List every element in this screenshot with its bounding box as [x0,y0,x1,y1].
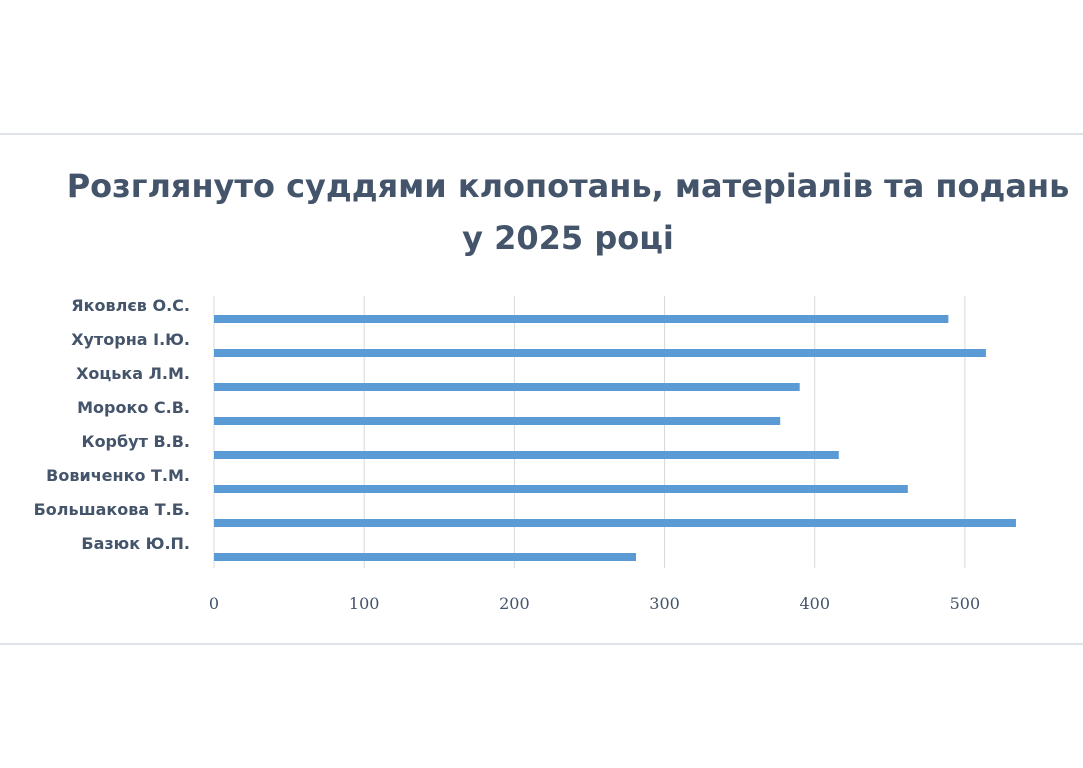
category-label: Яковлєв О.С. [71,296,190,315]
gridlines [213,296,966,568]
x-tick-label: 0 [209,594,219,613]
category-label: Большакова Т.Б. [34,500,190,519]
x-tick-label: 100 [349,594,380,613]
bar [214,417,781,425]
bar [214,519,1016,527]
category-label: Корбут В.В. [81,432,190,451]
x-tick-labels: 0 100 200 300 400 500 [209,594,980,613]
bars [214,315,1016,561]
bar [214,349,986,357]
x-tick-label: 300 [649,594,680,613]
x-tick-label: 200 [499,594,530,613]
bar [214,383,800,391]
bar [214,485,908,493]
category-label: Базюк Ю.П. [81,534,190,553]
category-labels: Яковлєв О.С. Хуторна І.Ю. Хоцька Л.М. Морок… [34,296,190,553]
x-tick-label: 500 [950,594,981,613]
category-label: Хуторна І.Ю. [71,330,190,349]
category-label: Мороко С.В. [77,398,190,417]
chart-title: Розглянуто суддями клопотань, матеріалів… [66,167,1070,257]
category-label: Хоцька Л.М. [76,364,190,383]
bar [214,553,637,561]
bar [214,451,839,459]
bar [214,315,949,323]
x-tick-label: 400 [799,594,830,613]
category-label: Вовиченко Т.М. [46,466,190,485]
chart-frame [0,133,1083,645]
